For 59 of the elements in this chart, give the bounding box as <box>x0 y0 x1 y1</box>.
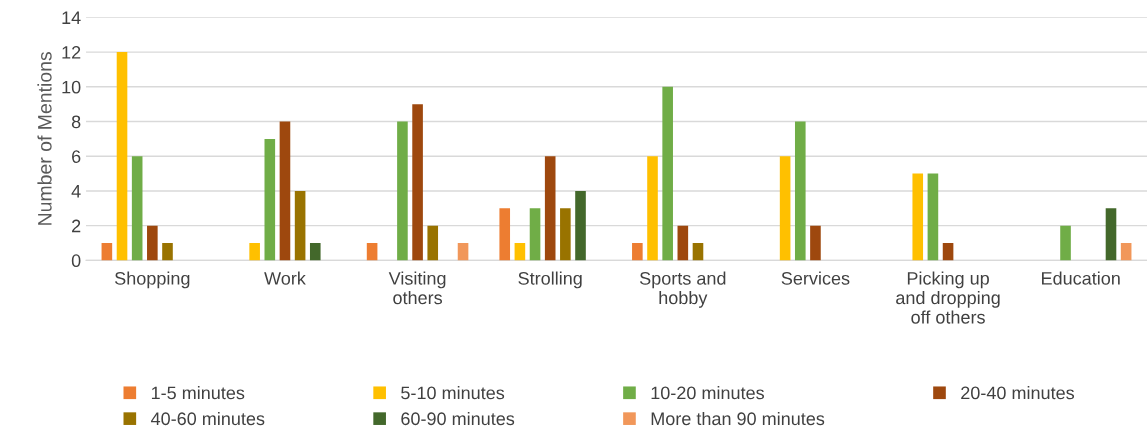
bar <box>294 190 306 261</box>
bar <box>529 208 541 261</box>
bar <box>779 156 791 261</box>
y-tick-label: 12 <box>62 46 81 59</box>
x-tick-label: Visiting others <box>388 271 446 305</box>
bar <box>942 243 954 261</box>
bar <box>514 243 526 261</box>
bar <box>427 225 439 261</box>
legend-label: 20-40 minutes <box>961 386 1075 400</box>
y-tick-label: 10 <box>62 80 81 94</box>
x-tick-label: Strolling <box>518 271 582 289</box>
bar <box>499 208 511 261</box>
bar <box>264 138 276 261</box>
x-tick-label: Shopping <box>115 271 190 289</box>
x-tick-label: Education <box>1042 271 1120 285</box>
bar <box>692 243 704 261</box>
y-tick-label: 6 <box>72 150 81 163</box>
x-tick-label: Work <box>264 271 306 285</box>
y-axis-title: Number of Mentions <box>37 52 52 225</box>
x-tick-label: Services <box>781 271 850 285</box>
y-tick-label: 14 <box>62 11 81 24</box>
y-tick-label: 4 <box>71 185 81 198</box>
bar <box>794 121 806 261</box>
bar <box>116 52 128 261</box>
legend-label: More than 90 minutes <box>651 411 825 426</box>
bar <box>912 173 924 261</box>
bar <box>575 190 586 261</box>
bar <box>1060 225 1071 261</box>
bar <box>560 208 571 261</box>
y-tick-label: 0 <box>71 254 81 268</box>
bar <box>366 243 378 261</box>
bar <box>677 225 689 261</box>
y-tick-label: 8 <box>71 115 81 129</box>
y-tick-label: 2 <box>72 219 81 233</box>
bar <box>457 243 469 261</box>
bar <box>309 243 321 261</box>
bar <box>927 173 939 261</box>
bar <box>162 243 173 261</box>
bar <box>101 243 113 261</box>
bar <box>662 86 673 261</box>
bar <box>412 104 423 261</box>
x-tick-label: Picking up and dropping off others <box>896 271 1000 324</box>
bar <box>397 121 408 261</box>
bar <box>249 243 260 261</box>
bar <box>632 243 643 261</box>
legend-label: 60-90 minutes <box>401 411 515 426</box>
bar <box>1120 243 1132 261</box>
bar <box>647 156 658 261</box>
legend-label: 1-5 minutes <box>151 386 245 400</box>
bar <box>1105 208 1117 261</box>
bar <box>810 225 821 261</box>
bar <box>279 121 291 261</box>
legend-label: 40-60 minutes <box>150 411 265 426</box>
bar <box>544 156 556 261</box>
legend-label: 5-10 minutes <box>401 386 505 400</box>
bar <box>147 225 158 261</box>
x-tick-label: Sports and hobby <box>639 271 726 308</box>
legend-label: 10-20 minutes <box>651 386 764 400</box>
bar <box>131 156 143 261</box>
